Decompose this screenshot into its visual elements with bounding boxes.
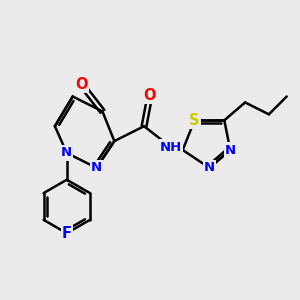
Text: NH: NH [160, 140, 182, 154]
Text: N: N [61, 146, 72, 160]
Text: O: O [144, 88, 156, 103]
Text: O: O [75, 77, 88, 92]
Text: F: F [62, 226, 72, 241]
Text: N: N [204, 161, 215, 174]
Text: N: N [225, 143, 236, 157]
Text: S: S [189, 113, 200, 128]
Text: N: N [91, 161, 102, 174]
